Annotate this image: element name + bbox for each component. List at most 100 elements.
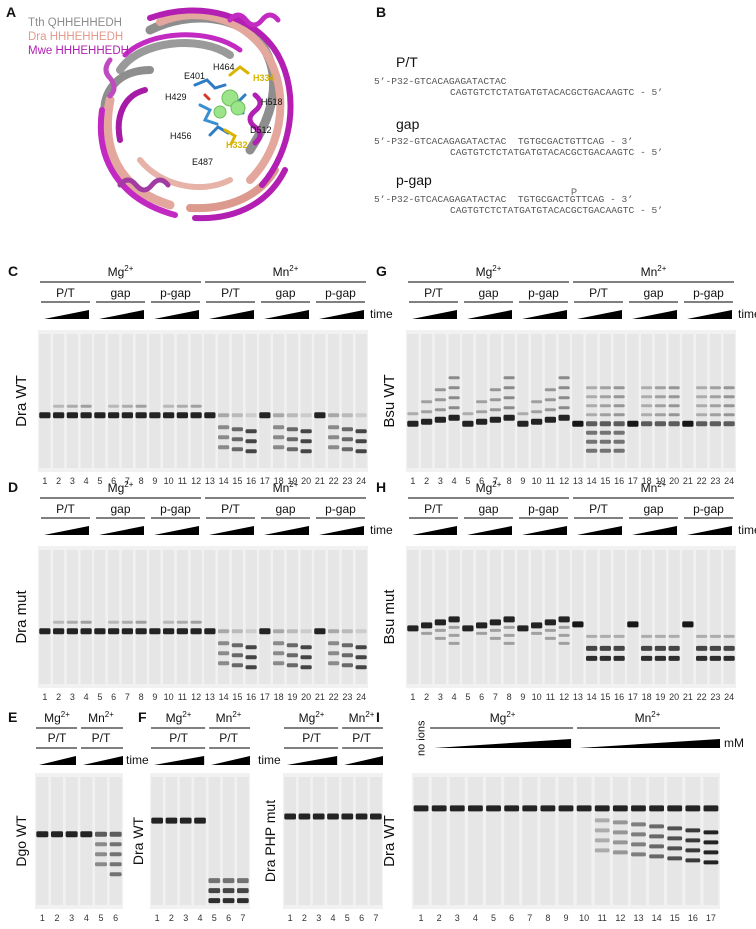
gel-band	[312, 813, 325, 820]
lane-smear	[475, 550, 488, 684]
gel-band	[217, 641, 230, 646]
gel-band	[272, 641, 285, 646]
lane-smear	[585, 550, 598, 684]
lane-smear	[654, 334, 667, 468]
gel-band	[640, 634, 653, 638]
lane-smear	[314, 334, 326, 468]
gel-band	[190, 620, 202, 624]
gel-band	[594, 848, 610, 853]
lane-smear	[52, 550, 65, 684]
gel-band	[286, 653, 299, 658]
gel-band	[723, 404, 735, 408]
gel-band	[355, 413, 367, 418]
substrate-label: P/T	[56, 502, 75, 516]
gel-band	[540, 805, 556, 812]
gel-band	[135, 620, 147, 624]
ion-label: Mn2+	[273, 480, 299, 495]
gel-band	[667, 805, 683, 812]
lane-smear	[165, 777, 178, 905]
lane-number: 15	[232, 476, 242, 486]
gel-band	[475, 418, 488, 425]
gel-band	[341, 813, 354, 820]
gel-band	[695, 634, 708, 638]
gel-band	[80, 628, 92, 635]
time-wedge	[154, 756, 205, 765]
gel-band	[599, 439, 612, 444]
gel-band	[231, 427, 244, 432]
time-wedge	[264, 310, 309, 319]
gel-band	[222, 878, 235, 884]
time-wedge	[522, 526, 567, 535]
gel-band	[80, 831, 93, 838]
gel-band	[341, 643, 354, 648]
gel-band	[572, 621, 584, 628]
lane-number: 16	[246, 476, 256, 486]
gel-image: 1 2 3 4 5 6 7 8 9 10 11 12 13 14 15 16 17 18 19 20 21 22 23 24	[406, 330, 736, 486]
gel-band	[558, 414, 570, 421]
gel-band	[80, 412, 92, 419]
gel-band	[286, 437, 299, 442]
lane-smear	[341, 777, 354, 905]
gel-band	[723, 386, 735, 390]
gel-side-label: Bsu mut	[381, 589, 398, 645]
residue-label: D512	[250, 125, 272, 135]
gel-band	[640, 645, 653, 651]
lane-number: 9	[563, 913, 568, 923]
gel-band	[612, 805, 628, 812]
gel-band	[222, 888, 235, 894]
gel-band	[341, 437, 354, 442]
lane-smear	[135, 334, 147, 468]
lane-smear	[682, 334, 694, 468]
gel-band	[668, 395, 680, 399]
gel-band	[204, 412, 216, 419]
gel-band	[434, 398, 447, 402]
lane-smear	[300, 550, 312, 684]
protein-structure-image	[97, 7, 294, 222]
gel-band	[649, 844, 665, 849]
lane-number: 10	[164, 476, 174, 486]
metal-ion-spheres	[213, 89, 246, 119]
gel-band	[407, 625, 419, 632]
gel-band	[448, 386, 460, 390]
lane-smear	[39, 334, 51, 468]
lane-smear	[467, 777, 483, 905]
gel-band	[640, 386, 653, 390]
lane-smear	[80, 777, 93, 905]
gel-band	[685, 828, 701, 833]
lane-number: 8	[139, 476, 144, 486]
time-wedge	[44, 310, 89, 319]
lane-number: 3	[183, 913, 188, 923]
gel-band	[585, 430, 598, 435]
gel-band	[109, 862, 122, 867]
gel-band	[682, 420, 694, 427]
gel-band	[594, 805, 610, 812]
gel-band	[286, 663, 299, 668]
substrate-label: P/T	[352, 731, 371, 745]
lane-number: 6	[479, 692, 484, 702]
gel-band	[613, 413, 625, 417]
gel-band	[668, 645, 680, 651]
lane-number: 22	[697, 476, 707, 486]
lane-smear	[327, 334, 340, 468]
gel-band	[135, 412, 147, 419]
time-wedge	[467, 526, 512, 535]
gel-image: 1 2 3 4 5 6 7 8 9 10 11 12 13 14 15 16 17 18 19 20 21 22 23 24	[406, 546, 736, 702]
gel-band	[121, 404, 134, 408]
gel-band	[341, 447, 354, 452]
gel-band	[52, 628, 65, 635]
substrate-label: gap	[643, 502, 663, 516]
no-ions-label: no ions	[416, 720, 428, 756]
lane-number: 3	[70, 692, 75, 702]
gel-band	[448, 616, 460, 623]
gel-side-label: Dgo WT	[13, 815, 29, 867]
substrate-label: gap	[275, 286, 295, 300]
gel-band	[448, 625, 460, 629]
gel-band	[723, 395, 735, 399]
lane-smear	[407, 550, 419, 684]
gel-band	[640, 413, 653, 417]
lane-number: 3	[70, 476, 75, 486]
gel-band	[327, 445, 340, 450]
gel-band	[109, 872, 122, 877]
gel-band	[613, 421, 625, 427]
gel-band	[107, 628, 120, 635]
